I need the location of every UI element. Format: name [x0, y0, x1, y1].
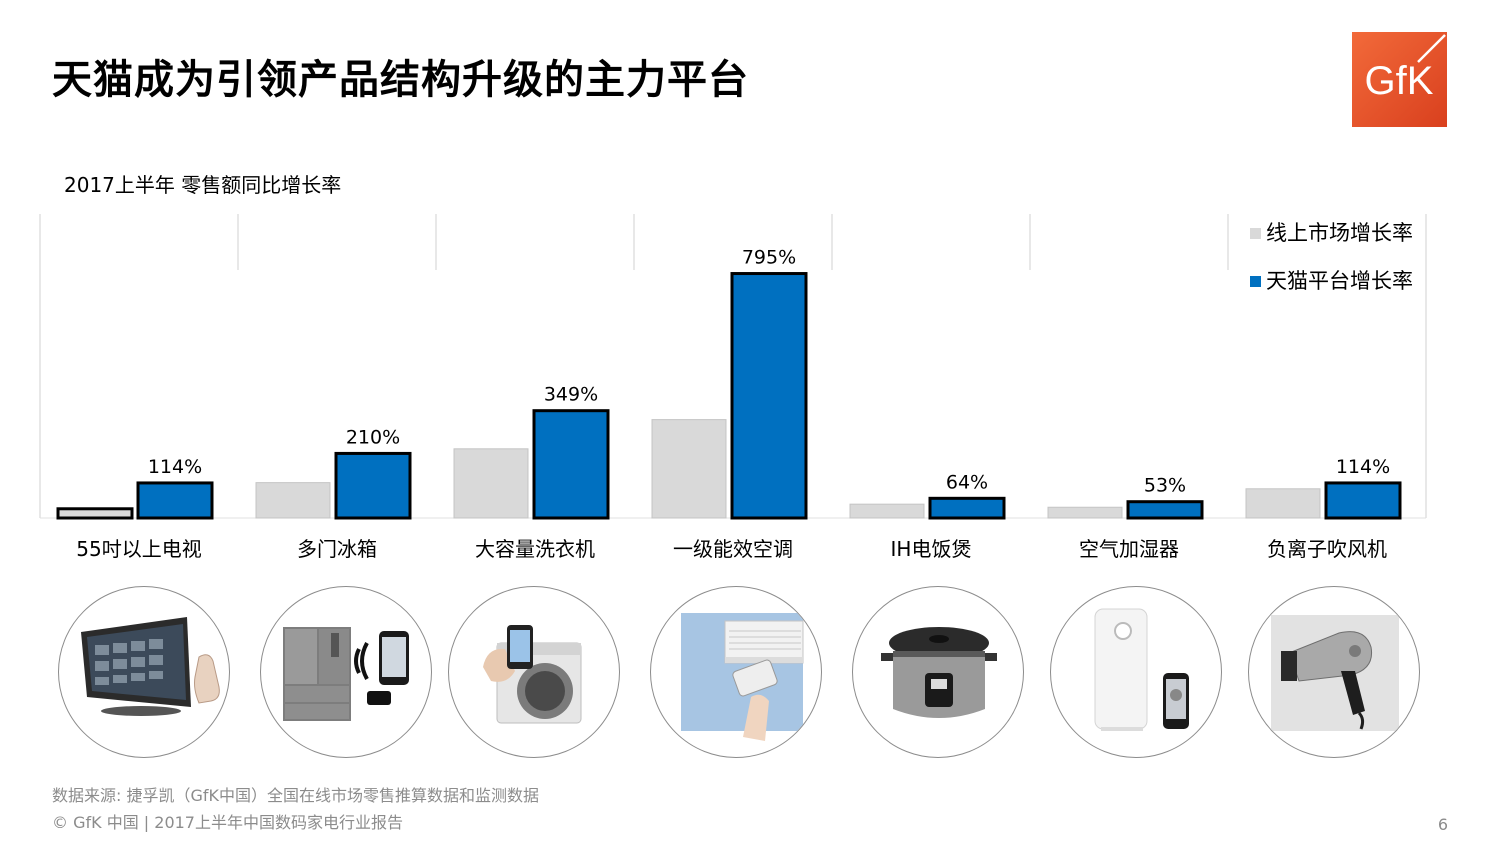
gfk-logo: GfK — [1352, 32, 1447, 127]
photo-rice-cooker — [852, 586, 1024, 758]
washing-machine-icon — [483, 625, 582, 724]
page-number: 6 — [1437, 815, 1448, 834]
bar-online — [1047, 506, 1123, 519]
legend-item-tmall: 天猫平台增长率 — [1250, 266, 1413, 296]
product-photos — [0, 586, 1500, 766]
tv-icon — [81, 617, 220, 716]
fridge-icon — [283, 627, 409, 721]
bar-tmall — [136, 481, 214, 520]
data-label: 114% — [148, 456, 202, 478]
bar-online — [453, 448, 529, 519]
category-label: 55吋以上电视 — [76, 537, 201, 561]
photo-humidifier — [1050, 586, 1222, 758]
photo-air-conditioner — [650, 586, 822, 758]
category-label: 负离子吹风机 — [1267, 537, 1387, 561]
bar-online — [651, 419, 727, 519]
data-label: 210% — [346, 426, 400, 448]
data-label: 795% — [742, 247, 796, 269]
category-label: 多门冰箱 — [297, 537, 377, 561]
humidifier-icon — [1094, 608, 1189, 731]
bar-tmall — [928, 496, 1006, 520]
photo-washing-machine — [448, 586, 620, 758]
category-label: IH电饭煲 — [891, 537, 972, 561]
legend-label-online: 线上市场增长率 — [1266, 221, 1413, 245]
legend-swatch-tmall — [1250, 275, 1261, 287]
bar-tmall — [1324, 481, 1402, 520]
data-label: 114% — [1336, 456, 1390, 478]
bar-online — [849, 503, 925, 519]
data-source-note: 数据来源: 捷孚凯（GfK中国）全国在线市场零售推算数据和监测数据 — [52, 786, 540, 805]
bar-tmall — [334, 451, 412, 520]
photo-fridge — [260, 586, 432, 758]
category-label: 一级能效空调 — [673, 537, 793, 561]
page-title: 天猫成为引领产品结构升级的主力平台 — [52, 57, 749, 103]
data-label: 53% — [1144, 475, 1186, 497]
hair-dryer-icon — [1271, 615, 1399, 731]
bar-tmall — [532, 409, 610, 520]
category-label: 大容量洗衣机 — [475, 537, 595, 561]
legend-swatch-online — [1250, 227, 1261, 239]
legend-item-online: 线上市场增长率 — [1250, 218, 1413, 248]
bar-online — [56, 507, 134, 520]
photo-hair-dryer — [1248, 586, 1420, 758]
legend-label-tmall: 天猫平台增长率 — [1266, 269, 1413, 293]
data-label: 64% — [946, 471, 988, 493]
footer-copyright: © GfK 中国 | 2017上半年中国数码家电行业报告 — [52, 813, 403, 832]
data-label: 349% — [544, 384, 598, 406]
photo-tv — [58, 586, 230, 758]
logo-text: GfK — [1365, 59, 1434, 103]
bar-tmall — [1126, 500, 1204, 520]
chart-title: 2017上半年 零售额同比增长率 — [64, 173, 342, 197]
rice-cooker-icon — [881, 627, 997, 718]
bar-chart: 114% 55吋以上电视 210% 多门冰箱 349% 大容量洗衣机 795% 一级能效空调 6… — [39, 214, 1427, 561]
bar-tmall — [730, 272, 808, 520]
air-conditioner-icon — [681, 613, 804, 741]
bar-online — [1245, 488, 1321, 519]
bar-online — [255, 482, 331, 519]
chart-legend: 线上市场增长率 天猫平台增长率 — [1250, 218, 1413, 314]
category-label: 空气加湿器 — [1079, 537, 1179, 561]
